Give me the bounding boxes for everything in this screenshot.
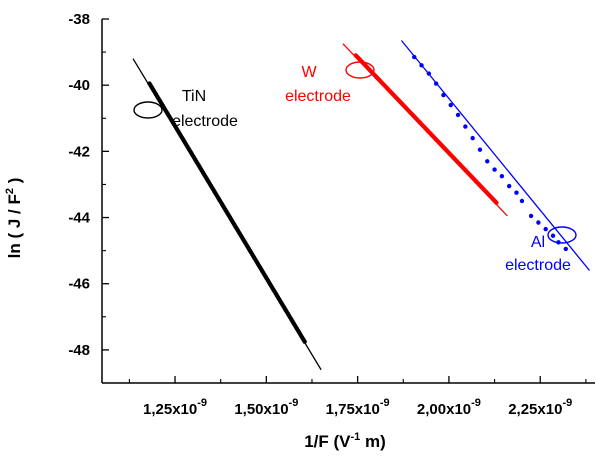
annotation-label: electrode (285, 88, 351, 105)
y-axis-title: ln ( J / F2 ) (4, 178, 24, 259)
annotation-label: electrode (505, 257, 571, 274)
x-tick-label: 1,25x10-9 (143, 397, 207, 418)
annotation-label: electrode (172, 113, 238, 130)
y-tick-label: -46 (68, 276, 90, 293)
x-tick-label: 1,75x10-9 (326, 397, 390, 418)
data-point (528, 213, 534, 219)
annotation-ellipse (547, 226, 577, 244)
data-point (563, 246, 568, 252)
annotation-ellipse (133, 101, 163, 119)
data-point (455, 112, 461, 118)
annotation-label: W (301, 64, 317, 81)
data-point (492, 167, 497, 172)
annotation-label: TiN (182, 88, 206, 105)
plot-frame (101, 19, 595, 384)
data-point (499, 173, 505, 179)
data-point (494, 200, 499, 205)
series-al (400, 40, 591, 271)
annotation-ellipse (345, 61, 375, 79)
data-point (550, 233, 556, 238)
data-point (463, 124, 468, 129)
x-tick-label: 2,00x10-9 (417, 397, 481, 418)
data-point (302, 339, 307, 344)
x-tick-label: 2,25x10-9 (508, 397, 572, 418)
data-point (477, 147, 483, 152)
data-point (412, 54, 417, 60)
data-point (536, 220, 541, 225)
data-point (419, 63, 424, 68)
y-axis-ticks: -38 -40 -42 -44 -46 -48 (68, 11, 109, 359)
fit-line (400, 40, 591, 271)
x-axis-ticks: 1,25x10-9 1,50x10-9 1,75x10-9 2,00x10-9 2,25… (128, 376, 587, 418)
annotation-label: Al (531, 234, 545, 251)
data-point (426, 71, 432, 76)
y-tick-label: -48 (68, 342, 90, 359)
data-point (485, 159, 490, 164)
data-point (448, 102, 453, 108)
data-point (514, 190, 519, 195)
y-tick-label: -40 (68, 77, 90, 94)
data-point (543, 226, 548, 232)
data-point (519, 198, 525, 204)
y-tick-label: -38 (68, 11, 90, 28)
y-tick-label: -42 (68, 143, 90, 160)
y-tick-label: -44 (68, 210, 90, 227)
x-tick-label: 1,50x10-9 (234, 397, 298, 418)
data-point (441, 92, 446, 98)
data-point (506, 183, 512, 189)
series-tin (132, 58, 322, 371)
data-point (470, 135, 475, 141)
data-point (433, 81, 439, 86)
x-axis-title: 1/F (V-1 m) (304, 431, 386, 451)
